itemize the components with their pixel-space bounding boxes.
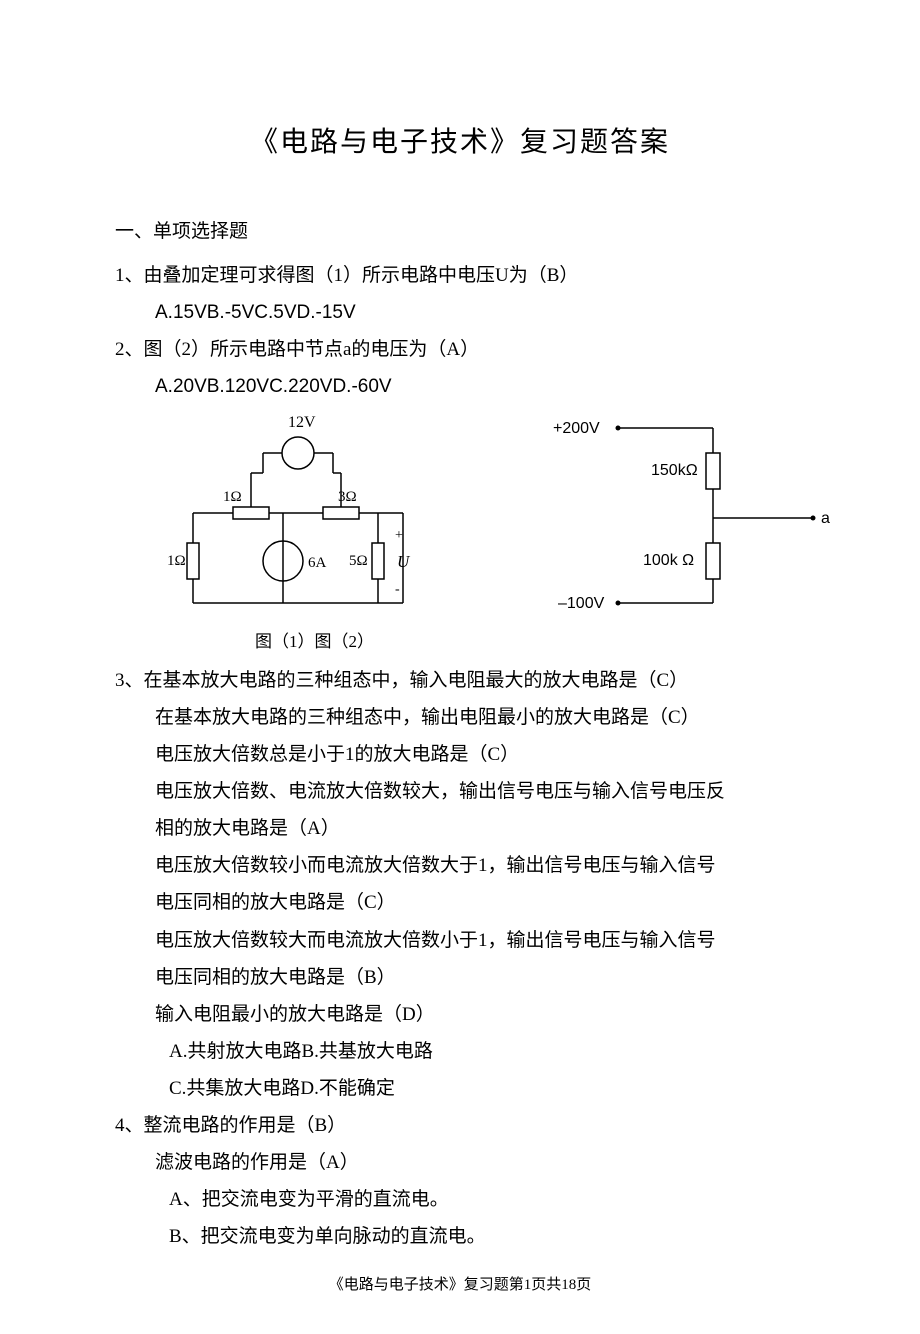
q2-options: A.20VB.120VC.220VD.-60V (115, 368, 805, 405)
fig2-vtop: +200V (553, 420, 600, 437)
q3-l4: 电压放大倍数、电流放大倍数较大，输出信号电压与输入信号电压反 (115, 773, 805, 810)
page-footer: 《电路与电子技术》复习题第1页共18页 (115, 1273, 805, 1294)
fig1-r-left: 1Ω (167, 553, 186, 569)
q3-l8: 电压放大倍数较大而电流放大倍数小于1，输出信号电压与输入信号 (115, 922, 805, 959)
q3-optA: A.共射放大电路B.共基放大电路 (115, 1033, 805, 1070)
fig2-rtop: 150kΩ (651, 462, 698, 479)
q1-options: A.15VB.-5VC.5VD.-15V (115, 294, 805, 331)
q4-optB: B、把交流电变为单向脉动的直流电。 (115, 1218, 805, 1255)
fig1-r-topleft: 1Ω (223, 489, 242, 505)
q3-l10: 输入电阻最小的放大电路是（D） (115, 996, 805, 1033)
q1-stem: 1、由叠加定理可求得图（1）所示电路中电压U为（B） (115, 257, 805, 294)
q2-stem: 2、图（2）所示电路中节点a的电压为（A） (115, 331, 805, 368)
fig1-u-label: U (397, 552, 411, 571)
fig2-node-a: a (821, 510, 830, 527)
q3-l9: 电压同相的放大电路是（B） (115, 959, 805, 996)
q4-l1: 4、整流电路的作用是（B） (115, 1107, 805, 1144)
q3-l1: 3、在基本放大电路的三种组态中，输入电阻最大的放大电路是（C） (115, 662, 805, 699)
page-title: 《电路与电子技术》复习题答案 (115, 120, 805, 160)
fig2-rbot: 100k Ω (643, 552, 694, 569)
page: 《电路与电子技术》复习题答案 一、单项选择题 1、由叠加定理可求得图（1）所示电… (0, 0, 920, 1334)
fig1-r-right: 5Ω (349, 553, 368, 569)
q3-optC: C.共集放大电路D.不能确定 (115, 1070, 805, 1107)
section-heading: 一、单项选择题 (115, 216, 805, 243)
figures-row: 12V 1Ω 3Ω (115, 413, 805, 613)
q3-l7: 电压同相的放大电路是（C） (115, 884, 805, 921)
q3-l2: 在基本放大电路的三种组态中，输出电阻最小的放大电路是（C） (115, 699, 805, 736)
q4-l2: 滤波电路的作用是（A） (115, 1144, 805, 1181)
fig2-vbot: –100V (558, 595, 605, 612)
fig1-isrc: 6A (308, 555, 327, 571)
q3-l6: 电压放大倍数较小而电流放大倍数大于1，输出信号电压与输入信号 (115, 847, 805, 884)
figure-caption: 图（1）图（2） (255, 627, 805, 652)
q3-l3: 电压放大倍数总是小于1的放大电路是（C） (115, 736, 805, 773)
fig1-r-topright: 3Ω (338, 489, 357, 505)
q3-l5: 相的放大电路是（A） (115, 810, 805, 847)
svg-text:+: + (395, 528, 403, 543)
fig1-vtop-label: 12V (288, 414, 316, 431)
figure-2: +200V 150kΩ a 100k Ω –10 (513, 413, 843, 613)
q4-optA: A、把交流电变为平滑的直流电。 (115, 1181, 805, 1218)
figure-1: 12V 1Ω 3Ω (163, 413, 433, 613)
svg-text:-: - (395, 582, 400, 597)
